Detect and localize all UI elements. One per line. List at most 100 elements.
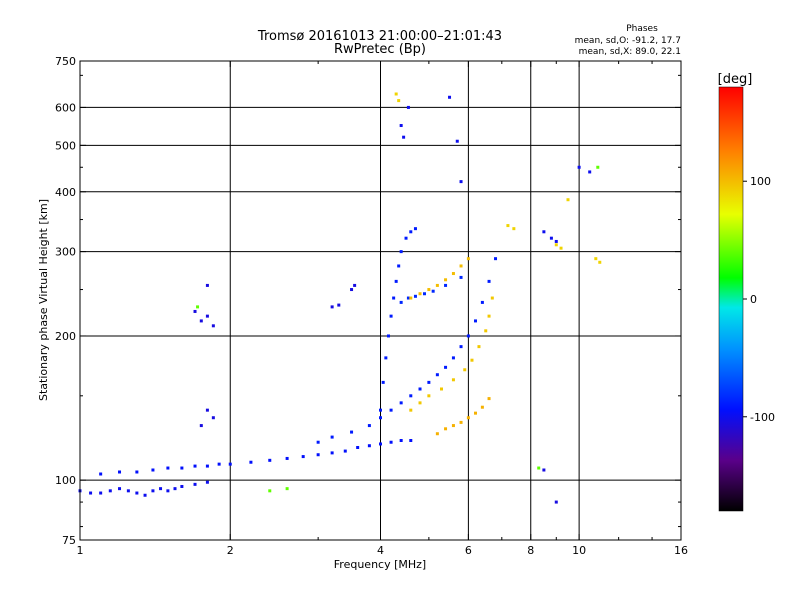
data-point (330, 451, 334, 455)
data-point (490, 296, 494, 300)
data-point (418, 387, 422, 391)
data-point (409, 394, 413, 398)
data-point (459, 180, 463, 184)
data-point (268, 458, 272, 462)
data-point (211, 416, 215, 420)
data-point (196, 305, 200, 309)
y-axis-label: Stationary phase Virtual Height [km] (37, 199, 50, 401)
data-point (487, 397, 491, 401)
data-point (384, 356, 388, 360)
data-point (350, 430, 354, 434)
data-point (427, 380, 431, 384)
data-point (399, 124, 403, 128)
data-point (356, 445, 360, 449)
data-point (596, 165, 600, 169)
data-point (554, 239, 558, 243)
x-tick-label: 4 (377, 544, 384, 557)
data-point (444, 278, 448, 282)
data-point (451, 272, 455, 276)
data-point (394, 279, 398, 283)
data-point (406, 105, 410, 109)
x-tick-label: 10 (572, 544, 586, 557)
data-point (459, 275, 463, 279)
data-point (427, 394, 431, 398)
data-point (118, 470, 122, 474)
data-point (466, 334, 470, 338)
data-point (193, 464, 197, 468)
data-point (108, 489, 112, 493)
data-point (542, 468, 546, 472)
data-point (205, 283, 209, 287)
data-point (566, 198, 570, 202)
data-point (166, 489, 170, 493)
y-tick-label: 100 (55, 474, 76, 487)
data-point (205, 408, 209, 412)
data-point (480, 405, 484, 409)
data-point (470, 358, 474, 362)
data-point (228, 462, 232, 466)
y-tick-label: 400 (55, 186, 76, 199)
chart-subtitle: RwPretec (Bp) (334, 42, 426, 57)
data-point (406, 296, 410, 300)
y-tick-label: 75 (62, 534, 76, 547)
colorbar-ticks: 100 0 -100 (743, 175, 775, 424)
data-point (159, 487, 163, 491)
data-point (404, 236, 408, 240)
data-point (89, 491, 93, 495)
data-point (559, 246, 563, 250)
data-point (440, 387, 444, 391)
data-point (409, 408, 413, 412)
data-point (473, 319, 477, 323)
data-point (480, 300, 484, 304)
y-axis: 75 100 200 300 400 500 600 750 (55, 55, 681, 547)
data-point (577, 165, 581, 169)
data-point (389, 440, 393, 444)
data-points (78, 92, 602, 504)
data-point (350, 288, 354, 292)
data-point (448, 95, 452, 99)
x-tick-label: 8 (527, 544, 534, 557)
colorbar-tick-label: 0 (750, 293, 757, 306)
data-point (389, 408, 393, 412)
data-point (118, 487, 122, 491)
data-point (537, 466, 541, 470)
data-point (506, 224, 510, 228)
x-tick-label: 16 (674, 544, 688, 557)
data-point (487, 314, 491, 318)
data-point (268, 489, 272, 493)
data-point (193, 309, 197, 313)
data-point (598, 260, 602, 264)
data-point (451, 378, 455, 382)
data-point (494, 257, 498, 261)
data-point (409, 439, 413, 443)
grid-lines (80, 61, 681, 540)
colorbar (718, 86, 744, 512)
data-point (409, 230, 413, 234)
y-tick-label: 300 (55, 246, 76, 259)
data-point (459, 264, 463, 268)
colorbar-tick-label: 100 (750, 175, 771, 188)
phase-stats-o: mean, sd,O: -91.2, 17.7 (575, 36, 681, 46)
data-point (484, 329, 488, 333)
data-point (193, 482, 197, 486)
data-point (285, 487, 289, 491)
data-point (205, 464, 209, 468)
data-point (402, 135, 406, 139)
data-point (337, 303, 341, 307)
data-point (435, 432, 439, 436)
data-point (316, 440, 320, 444)
data-point (399, 300, 403, 304)
data-point (199, 319, 203, 323)
data-point (379, 408, 382, 412)
data-point (99, 472, 103, 476)
data-point (285, 456, 289, 460)
data-point (394, 92, 398, 96)
phases-header: Phases (626, 24, 658, 34)
data-point (512, 227, 516, 231)
data-point (211, 324, 215, 328)
data-point (542, 230, 546, 234)
data-point (379, 416, 382, 420)
data-point (409, 296, 413, 300)
data-point (459, 345, 463, 349)
